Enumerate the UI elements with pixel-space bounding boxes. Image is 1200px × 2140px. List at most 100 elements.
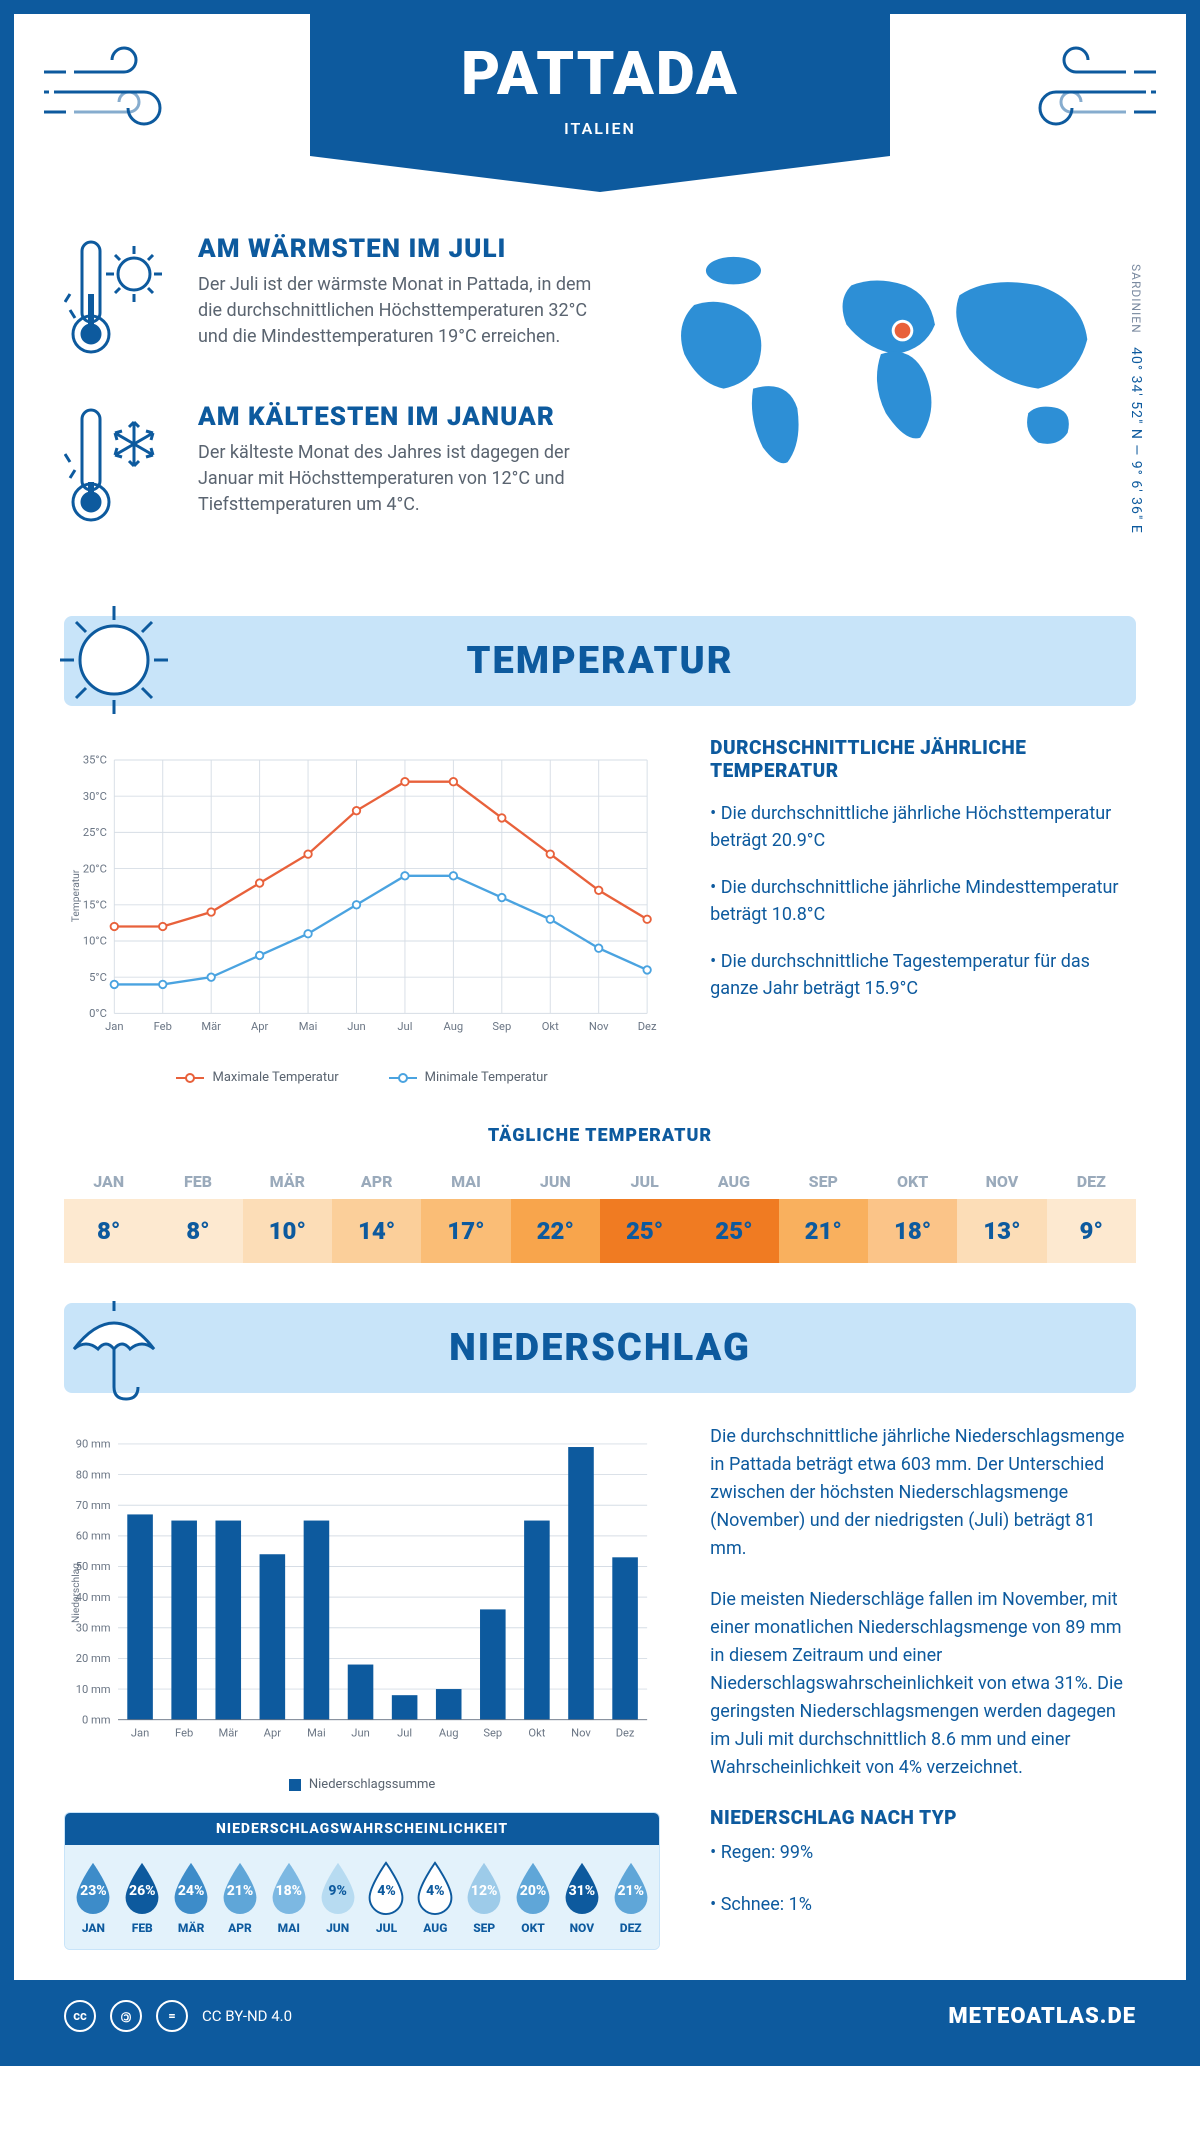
country-name: ITALIEN xyxy=(310,119,890,138)
svg-text:Jan: Jan xyxy=(131,1726,149,1739)
license-text: CC BY-ND 4.0 xyxy=(202,2007,292,2025)
svg-text:Nov: Nov xyxy=(571,1726,591,1739)
section-banner-precip: NIEDERSCHLAG xyxy=(64,1303,1136,1393)
svg-text:5°C: 5°C xyxy=(89,971,107,984)
daily-temp-cell: MÄR10° xyxy=(243,1164,332,1263)
svg-text:Mai: Mai xyxy=(299,1020,318,1033)
svg-text:Mai: Mai xyxy=(307,1726,326,1739)
daily-temp-cell: SEP21° xyxy=(779,1164,868,1263)
temperature-line-chart: 0°C5°C10°C15°C20°C25°C30°C35°CJanFebMärA… xyxy=(64,736,660,1085)
svg-text:Sep: Sep xyxy=(492,1020,511,1033)
daily-temp-cell: MAI17° xyxy=(421,1164,510,1263)
precip-paragraph: Die durchschnittliche jährliche Niedersc… xyxy=(710,1423,1136,1562)
svg-text:60 mm: 60 mm xyxy=(76,1530,111,1543)
prob-cell: 4% AUG xyxy=(411,1859,460,1935)
svg-text:Mär: Mär xyxy=(201,1020,221,1033)
city-name: PATTADA xyxy=(310,38,890,109)
svg-text:Sep: Sep xyxy=(483,1726,502,1739)
title-ribbon: PATTADA ITALIEN xyxy=(310,14,890,192)
wind-icon-right xyxy=(1016,42,1156,146)
temp-bullet: • Die durchschnittliche jährliche Höchst… xyxy=(710,800,1136,854)
daily-temp-cell: JUN22° xyxy=(511,1164,600,1263)
footer: cc 🄯 = CC BY-ND 4.0 METEOATLAS.DE xyxy=(14,1980,1186,2052)
svg-text:15°C: 15°C xyxy=(83,899,107,912)
coordinates: SARDINIEN 40° 34' 52" N — 9° 6' 36" E xyxy=(1128,264,1144,534)
coldest-body: Der kälteste Monat des Jahres ist dagege… xyxy=(198,440,605,518)
temp-summary-heading: DURCHSCHNITTLICHE JÄHRLICHE TEMPERATUR xyxy=(710,736,1136,782)
intro-row: AM WÄRMSTEN IM JULI Der Juli ist der wär… xyxy=(14,234,1186,600)
daily-temp-strip: JAN8°FEB8°MÄR10°APR14°MAI17°JUN22°JUL25°… xyxy=(64,1164,1136,1263)
infographic-frame: PATTADA ITALIEN xyxy=(0,0,1200,2066)
warmest-fact: AM WÄRMSTEN IM JULI Der Juli ist der wär… xyxy=(64,234,605,368)
daily-temp-cell: NOV13° xyxy=(957,1164,1046,1263)
site-name: METEOATLAS.DE xyxy=(948,2004,1136,2029)
svg-text:Jun: Jun xyxy=(351,1726,369,1739)
precip-bullet: • Schnee: 1% xyxy=(710,1891,1136,1919)
svg-text:30°C: 30°C xyxy=(83,790,107,803)
svg-text:Feb: Feb xyxy=(154,1020,172,1033)
by-icon: 🄯 xyxy=(110,2000,142,2032)
svg-text:Feb: Feb xyxy=(175,1726,193,1739)
daily-temp-heading: TÄGLICHE TEMPERATUR xyxy=(14,1125,1186,1146)
daily-temp-cell: FEB8° xyxy=(153,1164,242,1263)
chart-legend: .lg-line[style*="e8613b"]::after{border-… xyxy=(64,1070,660,1085)
temp-bullet: • Die durchschnittliche jährliche Mindes… xyxy=(710,874,1136,928)
precipitation-bar-chart: 0 mm10 mm20 mm30 mm40 mm50 mm60 mm70 mm8… xyxy=(64,1423,660,1950)
svg-text:90 mm: 90 mm xyxy=(76,1438,111,1451)
prob-cell: 21% APR xyxy=(216,1859,265,1935)
prob-heading: NIEDERSCHLAGSWAHRSCHEINLICHKEIT xyxy=(65,1813,659,1845)
umbrella-icon xyxy=(54,1287,174,1411)
svg-text:10 mm: 10 mm xyxy=(76,1683,111,1696)
svg-text:Niederschlag: Niederschlag xyxy=(69,1563,82,1623)
daily-temp-cell: JAN8° xyxy=(64,1164,153,1263)
svg-text:10°C: 10°C xyxy=(83,935,107,948)
prob-cell: 20% OKT xyxy=(509,1859,558,1935)
precip-legend: Niederschlagssumme xyxy=(64,1777,660,1792)
svg-text:Aug: Aug xyxy=(444,1020,464,1033)
warmest-title: AM WÄRMSTEN IM JULI xyxy=(198,234,605,264)
svg-text:Jan: Jan xyxy=(105,1020,123,1033)
sun-icon xyxy=(54,600,174,724)
precip-probability-box: NIEDERSCHLAGSWAHRSCHEINLICHKEIT 23% JAN … xyxy=(64,1812,660,1950)
prob-cell: 18% MAI xyxy=(264,1859,313,1935)
svg-text:Apr: Apr xyxy=(264,1726,282,1739)
prob-cell: 24% MÄR xyxy=(167,1859,216,1935)
svg-text:Temperatur: Temperatur xyxy=(69,869,82,922)
svg-text:20°C: 20°C xyxy=(83,862,107,875)
prob-cell: 9% JUN xyxy=(313,1859,362,1935)
precip-summary: Die durchschnittliche jährliche Niedersc… xyxy=(710,1423,1136,1950)
prob-cell: 23% JAN xyxy=(69,1859,118,1935)
svg-text:20 mm: 20 mm xyxy=(76,1652,111,1665)
temperature-summary: DURCHSCHNITTLICHE JÄHRLICHE TEMPERATUR •… xyxy=(710,736,1136,1085)
coldest-title: AM KÄLTESTEN IM JANUAR xyxy=(198,402,605,432)
temperature-heading: TEMPERATUR xyxy=(466,639,733,683)
svg-text:70 mm: 70 mm xyxy=(76,1499,111,1512)
svg-text:Nov: Nov xyxy=(589,1020,609,1033)
precip-bullet: • Regen: 99% xyxy=(710,1839,1136,1867)
svg-text:Aug: Aug xyxy=(439,1726,459,1739)
precip-type-heading: NIEDERSCHLAG NACH TYP xyxy=(710,1806,1136,1829)
header: PATTADA ITALIEN xyxy=(14,14,1186,234)
svg-text:Okt: Okt xyxy=(542,1020,559,1033)
prob-cell: 12% SEP xyxy=(460,1859,509,1935)
daily-temp-cell: DEZ9° xyxy=(1047,1164,1136,1263)
svg-text:25°C: 25°C xyxy=(83,826,107,839)
cc-icon: cc xyxy=(64,2000,96,2032)
svg-text:0 mm: 0 mm xyxy=(82,1713,111,1726)
daily-temp-cell: JUL25° xyxy=(600,1164,689,1263)
prob-cell: 31% NOV xyxy=(557,1859,606,1935)
precip-heading: NIEDERSCHLAG xyxy=(449,1326,751,1370)
thermometer-sun-icon xyxy=(64,234,174,368)
svg-text:Jul: Jul xyxy=(397,1726,412,1739)
svg-text:0°C: 0°C xyxy=(89,1007,107,1020)
nd-icon: = xyxy=(156,2000,188,2032)
world-map xyxy=(645,234,1136,494)
svg-text:Mär: Mär xyxy=(218,1726,238,1739)
warmest-body: Der Juli ist der wärmste Monat in Pattad… xyxy=(198,272,605,350)
precip-paragraph: Die meisten Niederschläge fallen im Nove… xyxy=(710,1586,1136,1781)
svg-text:Dez: Dez xyxy=(616,1726,635,1739)
svg-text:Okt: Okt xyxy=(528,1726,545,1739)
prob-cell: 21% DEZ xyxy=(606,1859,655,1935)
prob-cell: 4% JUL xyxy=(362,1859,411,1935)
svg-text:Jun: Jun xyxy=(347,1020,365,1033)
